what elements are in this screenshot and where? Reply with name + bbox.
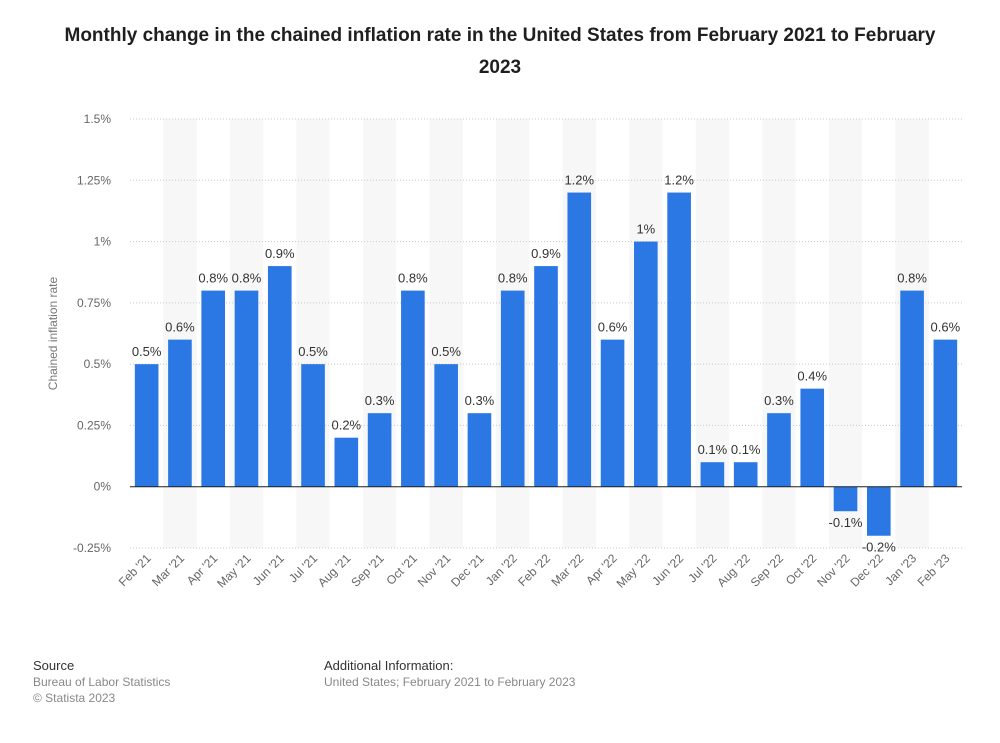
x-tick-label: Jan '22 [483, 551, 520, 588]
data-label: 0.2% [331, 418, 361, 433]
x-tick-label: Feb '23 [915, 551, 953, 589]
data-label: 0.4% [797, 369, 827, 384]
x-tick-label: Dec '21 [448, 551, 487, 590]
bar [267, 266, 292, 487]
y-axis-ticks: -0.25% 0% 0.25% 0.5% 0.75% 1% 1.25% 1.5% [73, 112, 111, 555]
x-tick-label: Jun '21 [250, 551, 287, 588]
source-block: Source Bureau of Labor Statistics © Stat… [33, 658, 170, 706]
bar [168, 339, 192, 487]
copyright-line: © Statista 2023 [33, 691, 116, 705]
data-label: 1.2% [664, 173, 694, 188]
bar [900, 290, 924, 487]
bar [933, 339, 958, 487]
y-tick-label: 0% [94, 480, 112, 494]
bar [800, 388, 825, 487]
bar [634, 241, 658, 487]
y-axis-label: Chained inflation rate [46, 276, 60, 390]
x-tick-label: Aug '21 [315, 551, 354, 590]
x-tick-label: Jan '23 [882, 551, 919, 588]
bar [401, 290, 425, 487]
data-label: 0.5% [298, 344, 328, 359]
data-label: 0.8% [232, 271, 262, 286]
data-label: 1% [636, 222, 655, 237]
chart-title: Monthly change in the chained inflation … [64, 25, 936, 78]
data-label: 0.6% [165, 320, 195, 335]
y-tick-label: 1% [94, 235, 112, 249]
bar [833, 486, 858, 512]
x-tick-label: Jun '22 [649, 551, 686, 588]
data-label: 0.9% [265, 246, 295, 261]
bar [500, 290, 525, 487]
source-heading: Source [33, 658, 75, 673]
bar [767, 413, 791, 487]
data-label: 0.3% [764, 393, 794, 408]
bar [534, 266, 558, 487]
data-label: 0.3% [365, 393, 395, 408]
bar [866, 486, 891, 536]
bars [134, 192, 958, 536]
data-label: 0.3% [465, 393, 495, 408]
bar [134, 364, 159, 487]
bar [234, 290, 259, 487]
x-tick-label: Nov '21 [415, 551, 454, 590]
x-tick-label: Oct '22 [783, 551, 820, 588]
bar [667, 192, 691, 487]
bar [700, 462, 725, 487]
x-tick-label: Sep '22 [748, 551, 787, 590]
data-label: 0.1% [731, 442, 761, 457]
x-tick-label: Aug '22 [714, 551, 753, 590]
info-heading: Additional Information: [324, 658, 454, 673]
data-label: -0.2% [862, 540, 896, 555]
data-label: 0.6% [598, 320, 628, 335]
bar [301, 364, 325, 487]
y-tick-label: -0.25% [73, 541, 111, 555]
bar [201, 290, 226, 487]
data-label: 0.8% [897, 271, 927, 286]
additional-info-block: Additional Information: United States; F… [324, 658, 575, 690]
data-label: 0.6% [931, 320, 961, 335]
x-tick-label: Mar '21 [149, 551, 187, 589]
y-tick-label: 0.5% [84, 357, 112, 371]
data-label: 0.8% [498, 271, 528, 286]
data-label: -0.1% [829, 515, 863, 530]
x-tick-label: Mar '22 [548, 551, 586, 589]
info-line: United States; February 2021 to February… [324, 675, 576, 689]
bar [567, 192, 592, 487]
bar [334, 437, 359, 487]
data-label: 0.5% [132, 344, 162, 359]
bar [367, 413, 392, 487]
y-tick-label: 1.25% [77, 173, 111, 187]
source-line: Bureau of Labor Statistics [33, 675, 171, 689]
bar [733, 462, 758, 487]
x-tick-label: Sep '21 [348, 551, 387, 590]
x-tick-label: May '21 [214, 551, 254, 591]
column-band [828, 119, 863, 548]
data-label: 0.9% [531, 246, 561, 261]
data-label: 0.5% [431, 344, 461, 359]
x-tick-label: Feb '22 [515, 551, 553, 589]
x-tick-label: Nov '22 [814, 551, 853, 590]
data-label: 0.8% [198, 271, 228, 286]
bar [467, 413, 492, 487]
bar-chart: -0.25%0%0.25%0.5%0.75%1%1.25%1.5% 0.5%0.… [46, 112, 962, 591]
bar [600, 339, 625, 487]
y-tick-label: 0.75% [77, 296, 111, 310]
bar [434, 364, 458, 487]
y-tick-label: 1.5% [84, 112, 112, 126]
y-tick-label: 0.25% [77, 418, 111, 432]
data-label: 0.1% [698, 442, 728, 457]
data-label: 1.2% [564, 173, 594, 188]
x-tick-label: Dec '22 [848, 551, 887, 590]
data-labels: 0.5%0.6%0.8% 0.8%0.9%0.5%0.2%0.3%0.8%0.5%… [132, 173, 961, 555]
x-tick-label: May '22 [614, 551, 654, 591]
data-label: 0.8% [398, 271, 428, 286]
x-tick-label: Feb '21 [116, 551, 154, 589]
x-tick-label: Oct '21 [383, 551, 420, 588]
